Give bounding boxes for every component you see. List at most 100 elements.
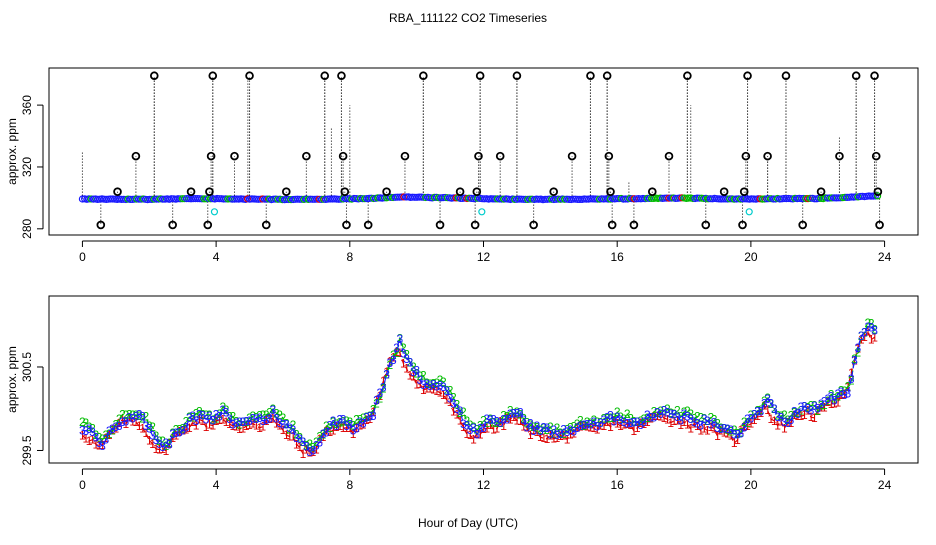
series-marker-1: 1 [774,419,781,433]
series-marker-1: 1 [524,420,531,434]
series-marker-2: 2 [473,423,480,437]
series-marker-2: 2 [520,412,527,426]
series-marker-2: 2 [507,403,514,417]
series-marker-1: 1 [99,438,106,452]
series-marker-3: 3 [370,409,377,423]
series-marker-1: 1 [727,429,734,443]
series-marker-1: 1 [497,414,504,428]
outlier-point [529,220,538,230]
series-marker-2: 2 [514,405,521,419]
series-marker-1: 1 [614,417,621,431]
series-marker-2: 2 [681,405,688,419]
outlier-point [781,71,791,81]
series-marker-2: 2 [828,387,835,401]
outlier-point [875,220,884,230]
series-marker-2: 2 [189,411,196,425]
series-marker-2: 2 [534,421,541,435]
series-marker-1: 1 [717,423,724,437]
outlier-point [606,187,615,197]
series-marker-3: 3 [848,372,855,386]
series-marker-1: 1 [674,413,681,427]
series-marker-1: 1 [711,422,718,436]
series-marker-1: 1 [644,415,651,429]
series-marker-2: 2 [440,375,447,389]
series-marker-2: 2 [413,366,420,380]
series-marker-3: 3 [477,422,484,436]
series-marker-2: 2 [250,409,257,423]
series-marker-3: 3 [610,415,617,429]
series-marker-3: 3 [427,379,434,393]
series-marker-2: 2 [390,348,397,362]
series-marker-2: 2 [691,411,698,425]
outlier-point [96,220,106,230]
series-marker-1: 1 [865,324,872,338]
series-marker-2: 2 [594,415,601,429]
series-marker-2: 2 [487,412,494,426]
series-marker-3: 3 [166,438,173,452]
series-marker-2: 2 [89,422,96,436]
y-axis-label: approx. ppm [5,346,19,413]
series-marker-1: 1 [89,433,96,447]
series-marker-3: 3 [727,423,734,437]
x-tick-label: 0 [79,478,86,492]
series-marker-1: 1 [146,433,153,447]
series-marker-3: 3 [694,416,701,430]
series-marker-1: 1 [841,387,848,401]
series-marker-1: 1 [340,421,347,435]
series-marker-1: 1 [397,346,404,360]
series-marker-2: 2 [102,428,109,442]
series-marker-1: 1 [437,386,444,400]
series-marker-2: 2 [166,436,173,450]
series-marker-2: 2 [236,417,243,431]
series-marker-3: 3 [871,324,878,338]
series-marker-1: 1 [430,382,437,396]
x-tick-label: 8 [346,250,353,264]
series-marker-2: 2 [808,398,815,412]
series-marker-1: 1 [316,432,323,446]
series-marker-2: 2 [410,360,417,374]
baseline-point [306,195,315,203]
series-marker-1: 1 [701,421,708,435]
series-marker-3: 3 [641,415,648,429]
series-marker-2: 2 [781,408,788,422]
series-marker-1: 1 [667,416,674,430]
outlier-point [382,187,391,197]
series-marker-3: 3 [560,422,567,436]
series-marker-3: 3 [500,413,507,427]
outlier-point [741,151,751,161]
series-marker-3: 3 [143,419,150,433]
series-marker-2: 2 [116,412,123,426]
series-marker-2: 2 [82,416,89,430]
series-marker-3: 3 [173,426,180,440]
series-marker-1: 1 [848,366,855,380]
series-marker-1: 1 [537,430,544,444]
series-marker-2: 2 [577,413,584,427]
series-marker-3: 3 [778,411,785,425]
series-marker-1: 1 [744,419,751,433]
outlier-point [871,151,881,161]
series-marker-2: 2 [687,407,694,421]
series-marker-3: 3 [273,411,280,425]
series-marker-2: 2 [169,426,176,440]
series-marker-1: 1 [600,419,607,433]
outlier-point [719,187,729,197]
series-marker-2: 2 [818,398,825,412]
baseline-point [133,195,141,203]
baseline-point [852,193,860,201]
series-marker-1: 1 [831,397,838,411]
series-marker-3: 3 [607,409,614,423]
series-marker-3: 3 [256,411,263,425]
series-marker-1: 1 [270,412,277,426]
outlier-point [763,151,772,161]
series-marker-3: 3 [550,423,557,437]
series-marker-1: 1 [246,418,253,432]
series-marker-3: 3 [574,421,581,435]
series-marker-3: 3 [153,433,160,447]
series-marker-3: 3 [209,414,216,428]
series-marker-3: 3 [604,411,611,425]
series-marker-1: 1 [634,421,641,435]
series-marker-2: 2 [500,409,507,423]
series-marker-3: 3 [828,390,835,404]
series-marker-1: 1 [387,355,394,369]
